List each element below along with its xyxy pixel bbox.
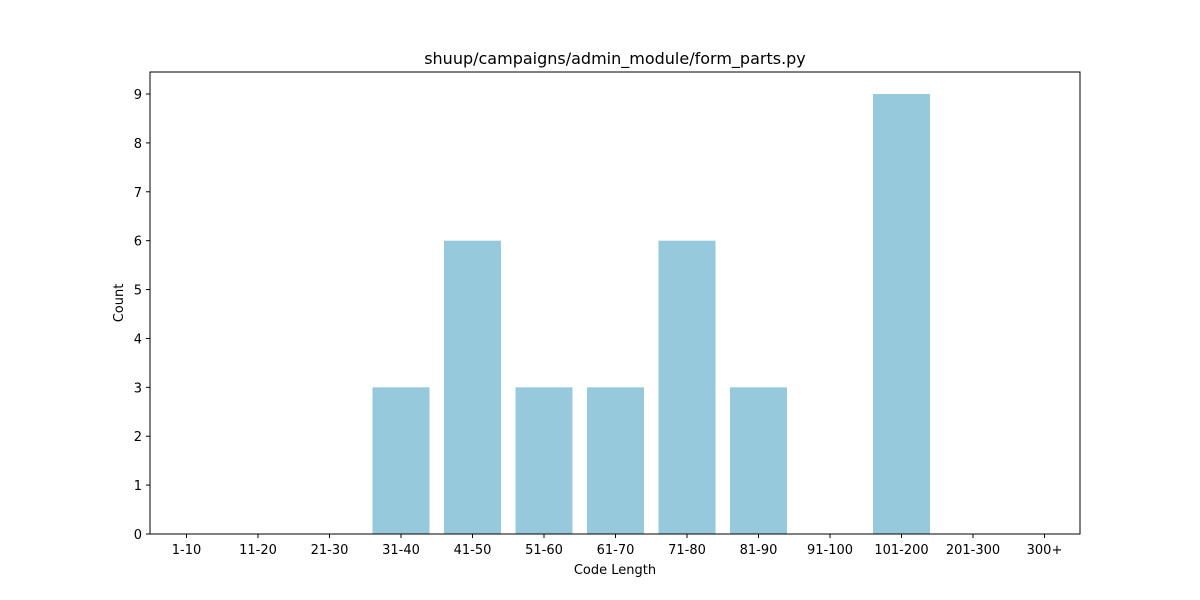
y-tick-label: 0: [134, 528, 142, 543]
x-tick-label: 81-90: [740, 543, 778, 558]
x-tick-label: 201-300: [946, 543, 1000, 558]
y-tick-label: 2: [134, 430, 142, 445]
y-tick-label: 5: [134, 284, 142, 299]
y-tick-label: 3: [134, 381, 142, 396]
y-tick-label: 9: [134, 88, 142, 103]
bar-31-40: [372, 387, 430, 534]
x-axis-ticks: 1-10 11-20 21-30 31-40 41-50 51-60 61-70 71-80 8…: [172, 534, 1063, 558]
y-tick-label: 7: [134, 186, 142, 201]
x-tick-label: 91-100: [807, 543, 853, 558]
y-axis-ticks: 0 1 2 3 4 5 6 7 8 9: [134, 88, 150, 543]
x-tick-label: 300+: [1027, 543, 1063, 558]
bar-61-70: [587, 387, 644, 534]
x-tick-label: 1-10: [172, 543, 202, 558]
x-tick-label: 41-50: [454, 543, 492, 558]
bars-group: [372, 94, 930, 534]
plot-frame: [149, 71, 1081, 535]
bar-41-50: [444, 240, 501, 534]
x-axis-label: Code Length: [574, 563, 656, 578]
bar-71-80: [658, 240, 716, 534]
x-tick-label: 11-20: [239, 543, 277, 558]
y-axis-label: Count: [112, 284, 127, 323]
x-tick-label: 71-80: [668, 543, 706, 558]
bar-81-90: [730, 387, 787, 534]
y-tick-label: 6: [134, 235, 142, 250]
y-tick-label: 1: [134, 479, 142, 494]
x-tick-label: 31-40: [382, 543, 420, 558]
chart-title: shuup/campaigns/admin_module/form_parts.…: [424, 49, 806, 69]
x-tick-label: 61-70: [597, 543, 635, 558]
x-tick-label: 21-30: [311, 543, 349, 558]
y-tick-label: 4: [134, 332, 142, 347]
bar-101-200: [873, 94, 930, 534]
bar-51-60: [515, 387, 573, 534]
x-tick-label: 51-60: [525, 543, 563, 558]
x-tick-label: 101-200: [874, 543, 928, 558]
y-tick-label: 8: [134, 137, 142, 152]
